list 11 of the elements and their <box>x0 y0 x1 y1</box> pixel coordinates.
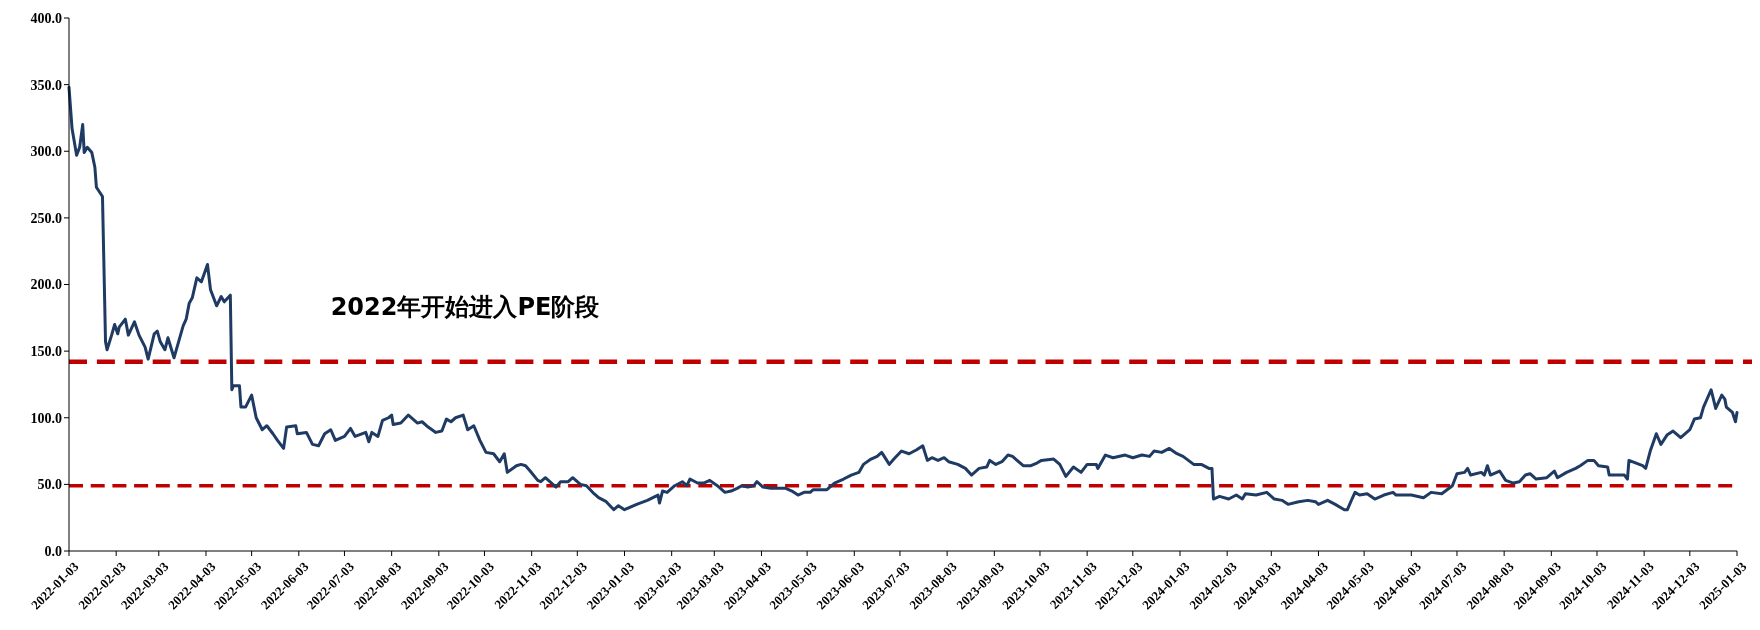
y-tick-label: 50.0 <box>37 477 62 493</box>
y-tick-label: 350.0 <box>30 77 62 93</box>
y-tick-label: 150.0 <box>30 344 62 360</box>
y-tick-label: 400.0 <box>30 10 62 26</box>
y-tick-label: 250.0 <box>30 210 62 226</box>
y-tick-label: 200.0 <box>30 277 62 293</box>
y-tick-label: 0.0 <box>44 543 62 559</box>
annotation: 2022年开始进入PE阶段 <box>330 293 601 321</box>
y-tick-label: 300.0 <box>30 144 62 160</box>
y-tick-label: 100.0 <box>30 410 62 426</box>
line-series <box>67 85 1739 512</box>
